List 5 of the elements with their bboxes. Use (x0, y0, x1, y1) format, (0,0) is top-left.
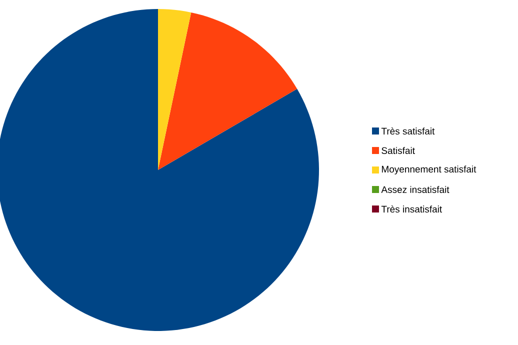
legend-label: Assez insatisfait (381, 186, 450, 193)
legend-label: Très insatisfait (381, 205, 442, 213)
legend-label: Très satisfait (381, 127, 435, 135)
legend-label: Moyennement satisfait (382, 166, 476, 174)
legend-label: Satisfait (382, 147, 415, 154)
